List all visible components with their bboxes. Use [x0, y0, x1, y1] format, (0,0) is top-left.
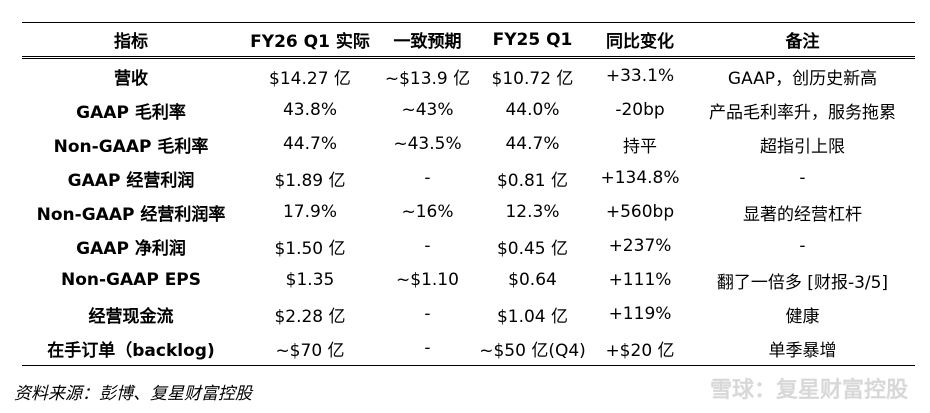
- table-cell: 单季暴增: [690, 331, 915, 366]
- table-cell: ~$70 亿: [240, 331, 380, 366]
- table-row: Non-GAAP 经营利润率 17.9% ~16% 12.3% +560bp 显著的经营杠…: [22, 195, 915, 229]
- table-cell: ~$50 亿(Q4): [475, 331, 590, 366]
- table-row: Non-GAAP 毛利率 44.7% ~43.5% 44.7% 持平 超指引上限: [22, 127, 915, 161]
- table-row: GAAP 毛利率 43.8% ~43% 44.0% -20bp 产品毛利率升，服务拖累: [22, 93, 915, 127]
- source-note: 资料来源：彭博、复星财富控股: [14, 384, 252, 404]
- table-row: 经营现金流 $2.28 亿 - $1.04 亿 +119% 健康: [22, 297, 915, 331]
- table-cell: +134.8%: [600, 168, 680, 188]
- table-cell: +111%: [608, 270, 672, 290]
- table-cell: 17.9%: [282, 202, 337, 222]
- table-cell: -: [424, 168, 431, 188]
- table-cell: $0.81 亿: [496, 170, 569, 191]
- table-body: 营收 $14.27 亿 ~$13.9 亿 $10.72 亿 +33.1% GAAP，创历史…: [22, 58, 915, 366]
- table: 指标 FY26 Q1 实际 一致预期 FY25 Q1 同比变化 备注 营收 $14.27 亿…: [22, 22, 915, 366]
- table-cell: $10.72 亿: [491, 68, 574, 89]
- table-cell: 健康: [785, 306, 820, 327]
- table-cell: -20bp: [615, 100, 665, 120]
- table-cell: 持平: [623, 136, 657, 157]
- table-cell: +119%: [608, 304, 672, 324]
- table-cell: +560bp: [605, 202, 675, 222]
- table-row: GAAP 经营利润 $1.89 亿 - $0.81 亿 +134.8% -: [22, 161, 915, 195]
- table-cell: GAAP，创历史新高: [727, 68, 878, 89]
- table-row: GAAP 净利润 $1.50 亿 - $0.45 亿 +237% -: [22, 229, 915, 263]
- table-cell: 44.0%: [505, 100, 560, 120]
- header-cell: 备注: [690, 22, 915, 59]
- header-cell: 一致预期: [380, 22, 475, 59]
- row-label: Non-GAAP EPS: [60, 270, 202, 290]
- table-cell: 翻了一倍多 [财报-3/5]: [716, 272, 889, 293]
- header-cell: FY25 Q1: [475, 22, 590, 59]
- table-cell: -: [799, 168, 806, 188]
- table-cell: $0.45 亿: [496, 238, 569, 259]
- table-cell: $1.04 亿: [496, 306, 569, 327]
- table-cell: -: [799, 236, 806, 256]
- table-cell: 超指引上限: [760, 136, 845, 157]
- table-cell: -: [380, 331, 475, 366]
- table-cell: $14.27 亿: [269, 68, 351, 89]
- table-cell: 43.8%: [282, 100, 337, 120]
- table-cell: ~$1.10: [396, 270, 459, 290]
- table-cell: ~16%: [401, 202, 454, 222]
- table-cell: 产品毛利率升，服务拖累: [709, 102, 896, 123]
- header-cell: FY26 Q1 实际: [240, 22, 380, 59]
- table-cell: +237%: [608, 236, 672, 256]
- table-cell: 显著的经营杠杆: [743, 204, 862, 225]
- row-label: GAAP 经营利润: [67, 170, 195, 191]
- row-label: Non-GAAP 经营利润率: [36, 204, 226, 225]
- table-cell: $1.89 亿: [274, 170, 346, 191]
- table-cell: ~43%: [401, 100, 454, 120]
- table-row: Non-GAAP EPS $1.35 ~$1.10 $0.64 +111% 翻了一倍多 […: [22, 263, 915, 297]
- table-cell: -: [424, 236, 431, 256]
- table-cell: 44.7%: [505, 134, 560, 154]
- header-cell: 指标: [22, 22, 240, 59]
- table-cell: $1.35: [285, 270, 335, 290]
- table-cell: +$20 亿: [590, 331, 690, 366]
- table-cell: 12.3%: [505, 202, 560, 222]
- row-label: 营收: [114, 68, 148, 89]
- row-label: 在手订单（backlog): [22, 331, 240, 366]
- header-row: 指标 FY26 Q1 实际 一致预期 FY25 Q1 同比变化 备注: [22, 22, 915, 59]
- header-cell: 同比变化: [590, 22, 690, 59]
- table-cell: $1.50 亿: [274, 238, 346, 259]
- table-cell: ~$13.9 亿: [384, 68, 471, 89]
- table-cell: $0.64: [508, 270, 557, 290]
- table-cell: ~43.5%: [393, 134, 462, 154]
- table-cell: $2.28 亿: [274, 306, 346, 327]
- table-cell: +33.1%: [605, 66, 675, 86]
- table-cell: -: [424, 304, 431, 324]
- watermark: 雪球：复星财富控股: [709, 378, 908, 403]
- row-label: Non-GAAP 毛利率: [53, 136, 209, 157]
- table-cell: 44.7%: [282, 134, 337, 154]
- row-label: GAAP 净利润: [76, 238, 186, 259]
- table-row: 营收 $14.27 亿 ~$13.9 亿 $10.72 亿 +33.1% GAAP，创历史…: [22, 58, 915, 94]
- row-label: 经营现金流: [88, 306, 174, 327]
- row-label: GAAP 毛利率: [76, 102, 186, 123]
- table-row: 在手订单（backlog) ~$70 亿 - ~$50 亿(Q4) +$20 亿单季暴增: [22, 331, 915, 366]
